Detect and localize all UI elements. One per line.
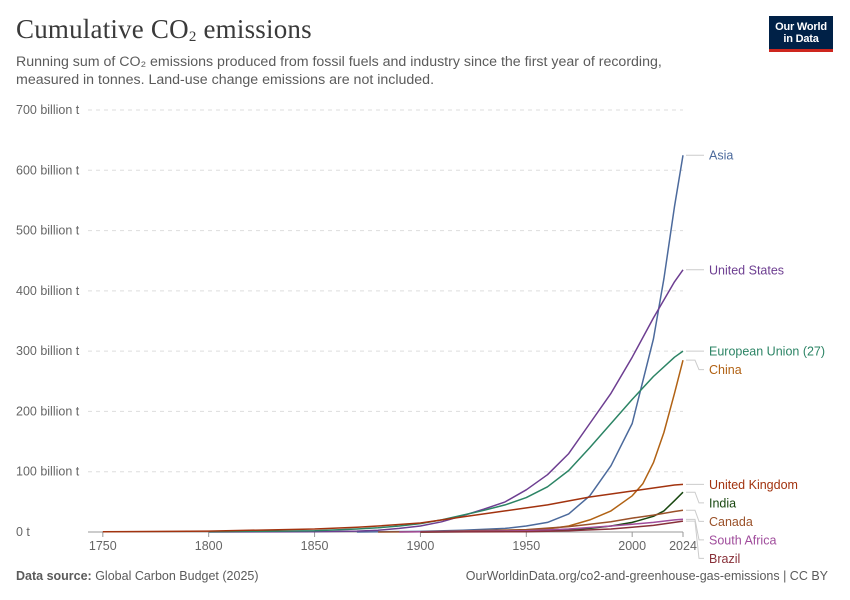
source-url[interactable]: OurWorldinData.org/co2-and-greenhouse-ga… — [465, 569, 828, 583]
series-label-united-states[interactable]: United States — [709, 263, 784, 277]
title-main: Cumulative CO — [16, 14, 189, 44]
label-connector — [686, 518, 704, 541]
x-tick-label: 1850 — [301, 539, 329, 553]
data-source-label: Data source: — [16, 569, 92, 583]
series-labels: Asia United States European Union (27) Chin… — [686, 149, 825, 566]
series-lines — [102, 155, 684, 533]
chart-subtitle: Running sum of CO₂ emissions produced fr… — [16, 54, 662, 88]
label-connector — [686, 359, 704, 371]
grid-lines — [88, 109, 683, 533]
x-tick-label: 1750 — [89, 539, 117, 553]
title-subscript: 2 — [188, 29, 197, 45]
title-end: emissions — [196, 14, 312, 44]
series-line-asia[interactable] — [356, 155, 684, 533]
series-label-european-union-27[interactable]: European Union (27) — [709, 345, 825, 359]
series-line-brazil[interactable] — [420, 520, 684, 533]
label-connector — [686, 491, 704, 504]
y-tick-label: 600 billion t — [16, 163, 80, 177]
y-tick-label: 100 billion t — [16, 465, 80, 479]
x-tick-label: 1900 — [407, 539, 435, 553]
y-tick-label: 300 billion t — [16, 344, 80, 358]
series-line-united-states[interactable] — [208, 269, 684, 533]
data-source: Data source: Global Carbon Budget (2025) — [16, 569, 259, 583]
series-label-china[interactable]: China — [709, 363, 742, 377]
y-tick-label: 400 billion t — [16, 284, 80, 298]
x-tick-label: 2000 — [618, 539, 646, 553]
series-label-india[interactable]: India — [709, 496, 736, 510]
y-axis-ticks: 0 t 100 billion t 200 billion t 300 billion… — [16, 103, 80, 539]
x-axis-ticks: 1750 1800 1850 1900 1950 2000 2024 — [89, 532, 697, 553]
series-label-brazil[interactable]: Brazil — [709, 552, 740, 566]
label-connector — [686, 520, 704, 559]
series-line-united-kingdom[interactable] — [102, 483, 684, 533]
x-tick-label: 1950 — [512, 539, 540, 553]
y-tick-label: 500 billion t — [16, 224, 80, 238]
data-source-value: Global Carbon Budget (2025) — [91, 569, 259, 583]
logo-line-2: in Data — [783, 33, 819, 45]
y-tick-label: 0 t — [16, 525, 30, 539]
y-tick-label: 700 billion t — [16, 103, 80, 117]
y-tick-label: 200 billion t — [16, 404, 80, 418]
x-tick-label: 2024 — [669, 539, 697, 553]
series-line-european-union-27[interactable] — [208, 350, 684, 533]
series-label-asia[interactable]: Asia — [709, 149, 733, 163]
owid-logo[interactable]: Our World in Data — [769, 16, 833, 52]
series-line-china[interactable] — [420, 360, 684, 533]
chart-title: Cumulative CO2 emissions — [16, 14, 312, 46]
series-label-south-africa[interactable]: South Africa — [709, 533, 776, 547]
logo-line-1: Our World — [775, 21, 827, 33]
x-tick-label: 1800 — [195, 539, 223, 553]
series-label-canada[interactable]: Canada — [709, 515, 753, 529]
series-label-united-kingdom[interactable]: United Kingdom — [709, 478, 798, 492]
label-connector — [686, 509, 704, 522]
series-line-south-africa[interactable] — [399, 518, 684, 533]
